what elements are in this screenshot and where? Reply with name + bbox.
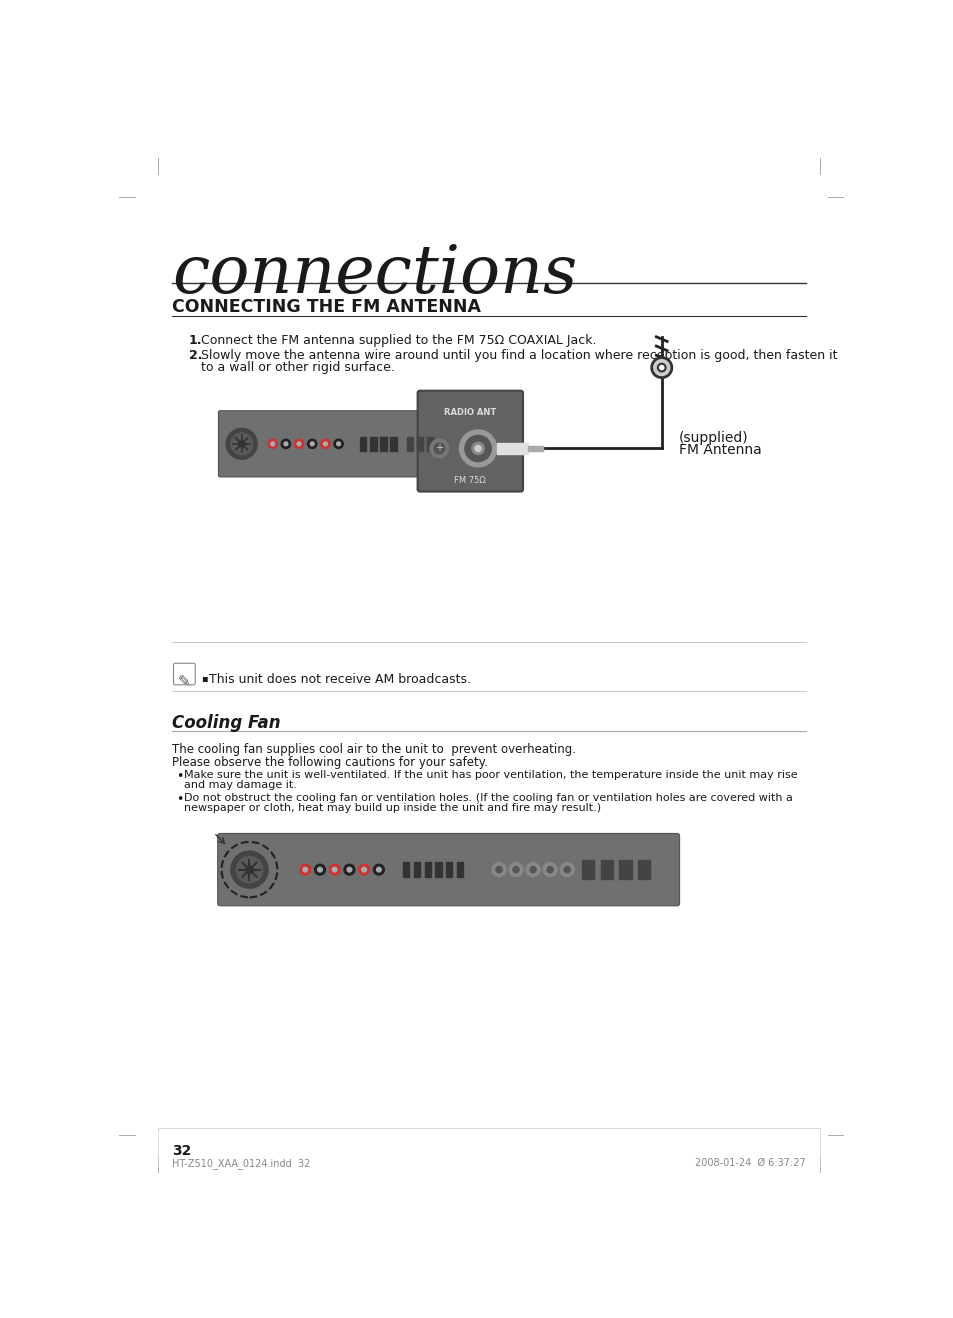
- Text: +: +: [435, 443, 443, 452]
- Circle shape: [332, 867, 336, 873]
- Text: •: •: [176, 792, 184, 805]
- Circle shape: [376, 867, 381, 873]
- Bar: [370, 436, 376, 451]
- Circle shape: [236, 857, 262, 883]
- Text: FM 75Ω: FM 75Ω: [454, 476, 486, 485]
- FancyBboxPatch shape: [218, 411, 446, 477]
- Circle shape: [294, 439, 303, 448]
- Text: Cooling Fan: Cooling Fan: [172, 714, 280, 731]
- Bar: [427, 436, 433, 451]
- Circle shape: [271, 442, 274, 445]
- Circle shape: [358, 865, 369, 875]
- Circle shape: [559, 863, 574, 876]
- Text: FM Antenna: FM Antenna: [679, 443, 760, 457]
- Text: 2008-01-24  Ø 6:37:27: 2008-01-24 Ø 6:37:27: [695, 1157, 805, 1168]
- Text: newspaper or cloth, heat may build up inside the unit and fire may result.): newspaper or cloth, heat may build up in…: [184, 804, 600, 813]
- Bar: [380, 436, 386, 451]
- Bar: [446, 862, 452, 878]
- Circle shape: [323, 442, 327, 445]
- Circle shape: [430, 439, 448, 457]
- Circle shape: [530, 866, 536, 873]
- Text: 1.: 1.: [189, 333, 202, 347]
- Text: 32: 32: [172, 1144, 192, 1157]
- FancyBboxPatch shape: [217, 833, 679, 905]
- Circle shape: [336, 442, 340, 445]
- Circle shape: [509, 863, 522, 876]
- Circle shape: [268, 439, 277, 448]
- Text: Please observe the following cautions for your safety.: Please observe the following cautions fo…: [172, 755, 487, 768]
- Text: to a wall or other rigid surface.: to a wall or other rigid surface.: [201, 361, 395, 374]
- Bar: [416, 436, 422, 451]
- Circle shape: [231, 434, 253, 455]
- Text: The cooling fan supplies cool air to the unit to  prevent overheating.: The cooling fan supplies cool air to the…: [172, 743, 576, 757]
- Circle shape: [525, 863, 539, 876]
- Text: CONNECTING THE FM ANTENNA: CONNECTING THE FM ANTENNA: [172, 298, 480, 316]
- Circle shape: [347, 867, 352, 873]
- Circle shape: [303, 867, 307, 873]
- Bar: [360, 436, 366, 451]
- Bar: [581, 861, 594, 879]
- FancyBboxPatch shape: [417, 390, 522, 492]
- Circle shape: [344, 865, 355, 875]
- Circle shape: [310, 442, 314, 445]
- Circle shape: [464, 435, 491, 461]
- Bar: [424, 862, 431, 878]
- Circle shape: [542, 863, 557, 876]
- Circle shape: [245, 866, 253, 874]
- Bar: [527, 445, 542, 451]
- Text: 2.: 2.: [189, 349, 202, 362]
- Circle shape: [238, 440, 245, 447]
- Bar: [406, 436, 413, 451]
- Circle shape: [459, 430, 497, 467]
- Circle shape: [651, 357, 671, 378]
- Bar: [618, 861, 631, 879]
- Bar: [637, 861, 649, 879]
- Circle shape: [492, 863, 505, 876]
- Text: connections: connections: [172, 241, 577, 307]
- Text: This unit does not receive AM broadcasts.: This unit does not receive AM broadcasts…: [209, 672, 471, 685]
- Circle shape: [317, 867, 322, 873]
- Circle shape: [226, 428, 257, 459]
- Circle shape: [231, 851, 268, 888]
- Text: Do not obstruct the cooling fan or ventilation holes. (If the cooling fan or ven: Do not obstruct the cooling fan or venti…: [184, 792, 792, 803]
- Circle shape: [329, 865, 340, 875]
- Circle shape: [307, 439, 316, 448]
- Circle shape: [658, 364, 665, 372]
- Circle shape: [320, 439, 330, 448]
- Text: and may damage it.: and may damage it.: [184, 780, 297, 791]
- Circle shape: [546, 866, 553, 873]
- Bar: [390, 436, 396, 451]
- Circle shape: [334, 439, 343, 448]
- Text: ▪: ▪: [201, 672, 208, 683]
- Text: (supplied): (supplied): [679, 431, 748, 444]
- Circle shape: [296, 442, 301, 445]
- Text: HT-Z510_XAA_0124.indd  32: HT-Z510_XAA_0124.indd 32: [172, 1157, 310, 1169]
- Circle shape: [513, 866, 518, 873]
- Text: Slowly move the antenna wire around until you find a location where reception is: Slowly move the antenna wire around unti…: [201, 349, 837, 362]
- Circle shape: [563, 866, 570, 873]
- Bar: [456, 862, 463, 878]
- Circle shape: [299, 865, 311, 875]
- Bar: [599, 861, 612, 879]
- Circle shape: [373, 865, 384, 875]
- Bar: [497, 443, 527, 453]
- Circle shape: [281, 439, 291, 448]
- Text: •: •: [176, 770, 184, 783]
- Text: ✎: ✎: [178, 673, 191, 689]
- Circle shape: [284, 442, 288, 445]
- Circle shape: [314, 865, 325, 875]
- Bar: [414, 862, 419, 878]
- FancyBboxPatch shape: [173, 663, 195, 685]
- Circle shape: [496, 866, 501, 873]
- Circle shape: [434, 443, 444, 453]
- Text: Make sure the unit is well-ventilated. If the unit has poor ventilation, the tem: Make sure the unit is well-ventilated. I…: [184, 770, 797, 779]
- Bar: [435, 862, 441, 878]
- Circle shape: [361, 867, 366, 873]
- Circle shape: [475, 445, 480, 452]
- Bar: [402, 862, 409, 878]
- Text: Connect the FM antenna supplied to the FM 75Ω COAXIAL Jack.: Connect the FM antenna supplied to the F…: [201, 333, 597, 347]
- Circle shape: [472, 443, 484, 455]
- Text: RADIO ANT: RADIO ANT: [444, 409, 496, 418]
